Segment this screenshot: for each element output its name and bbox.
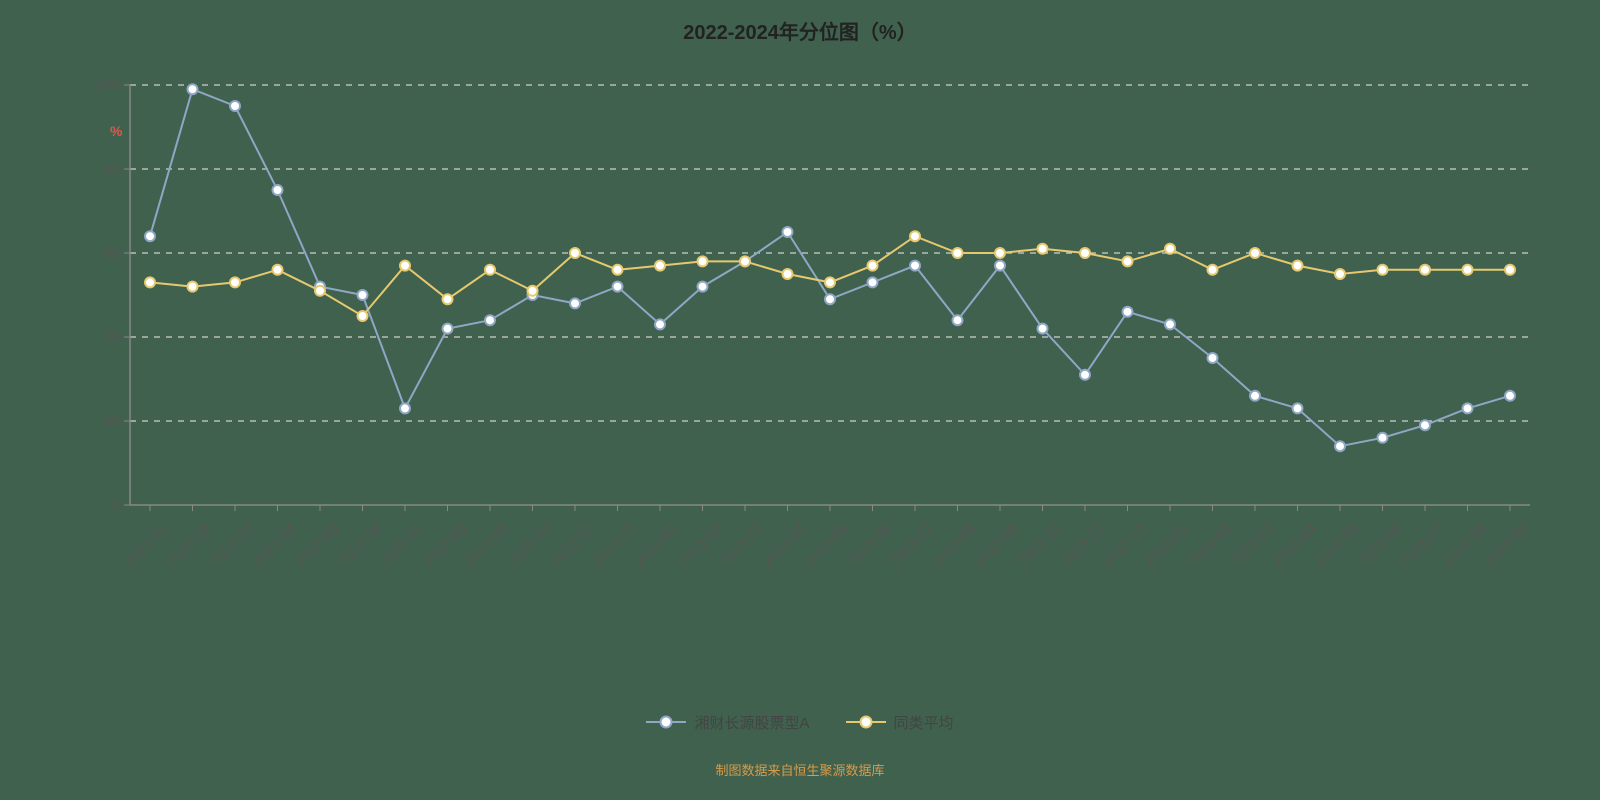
series-marker-1	[655, 261, 665, 271]
series-marker-1	[358, 311, 368, 321]
series-marker-1	[230, 277, 240, 287]
series-marker-0	[358, 290, 368, 300]
series-marker-1	[995, 248, 1005, 258]
series-marker-0	[400, 403, 410, 413]
series-marker-0	[1335, 441, 1345, 451]
y-axis-unit-symbol: %	[110, 123, 122, 139]
y-tick-label: 100	[80, 76, 120, 93]
series-marker-1	[1208, 265, 1218, 275]
series-marker-1	[1123, 256, 1133, 266]
legend-label: 湘财长源股票型A	[694, 712, 809, 733]
series-marker-1	[1293, 261, 1303, 271]
series-marker-1	[273, 265, 283, 275]
series-marker-1	[868, 261, 878, 271]
series-marker-1	[315, 286, 325, 296]
series-marker-1	[613, 265, 623, 275]
series-marker-0	[230, 101, 240, 111]
series-marker-0	[825, 294, 835, 304]
series-marker-1	[485, 265, 495, 275]
series-marker-0	[1038, 324, 1048, 334]
y-tick-label: 20	[80, 412, 120, 429]
series-marker-1	[1335, 269, 1345, 279]
series-marker-0	[698, 282, 708, 292]
series-marker-1	[825, 277, 835, 287]
series-marker-0	[145, 231, 155, 241]
legend: 湘财长源股票型A 同类平均	[0, 710, 1600, 733]
legend-item-1[interactable]: 同类平均	[846, 712, 954, 733]
series-marker-0	[1165, 319, 1175, 329]
series-marker-0	[1378, 433, 1388, 443]
y-tick-label: 0	[80, 496, 120, 513]
series-marker-1	[1250, 248, 1260, 258]
series-marker-1	[953, 248, 963, 258]
series-marker-0	[1293, 403, 1303, 413]
series-marker-1	[1378, 265, 1388, 275]
chart-svg	[130, 85, 1530, 505]
series-marker-0	[1123, 307, 1133, 317]
legend-label: 同类平均	[894, 712, 954, 733]
legend-line-icon	[646, 721, 686, 723]
series-marker-0	[443, 324, 453, 334]
series-marker-1	[1463, 265, 1473, 275]
series-marker-0	[273, 185, 283, 195]
chart-title: 2022-2024年分位图（%）	[0, 16, 1600, 45]
legend-item-0[interactable]: 湘财长源股票型A	[646, 712, 809, 733]
series-marker-1	[1080, 248, 1090, 258]
series-marker-0	[655, 319, 665, 329]
series-marker-0	[188, 84, 198, 94]
y-tick-label: 60	[80, 244, 120, 261]
series-marker-1	[1038, 244, 1048, 254]
series-marker-0	[783, 227, 793, 237]
series-marker-0	[1208, 353, 1218, 363]
series-marker-1	[570, 248, 580, 258]
series-marker-0	[1250, 391, 1260, 401]
series-marker-1	[783, 269, 793, 279]
series-marker-0	[1420, 420, 1430, 430]
series-marker-1	[698, 256, 708, 266]
series-marker-0	[570, 298, 580, 308]
series-marker-1	[188, 282, 198, 292]
x-axis-labels: 2022-012022-022022-032022-042022-052022-…	[130, 520, 1530, 640]
series-marker-1	[1505, 265, 1515, 275]
series-marker-0	[1463, 403, 1473, 413]
legend-marker-icon	[859, 716, 872, 729]
series-marker-0	[613, 282, 623, 292]
series-marker-1	[400, 261, 410, 271]
y-tick-label: 40	[80, 328, 120, 345]
series-marker-0	[910, 261, 920, 271]
series-marker-0	[1080, 370, 1090, 380]
series-marker-1	[443, 294, 453, 304]
series-marker-0	[868, 277, 878, 287]
chart-plot-area	[130, 85, 1530, 505]
y-tick-label: 80	[80, 160, 120, 177]
series-marker-1	[910, 231, 920, 241]
chart-container: 2022-2024年分位图（%） % 0 20 40 60 80 100 2022-012…	[0, 0, 1600, 800]
series-marker-1	[528, 286, 538, 296]
series-marker-1	[740, 256, 750, 266]
source-text: 制图数据来自恒生聚源数据库	[0, 760, 1600, 779]
legend-marker-icon	[660, 716, 673, 729]
series-marker-1	[1420, 265, 1430, 275]
series-marker-0	[953, 315, 963, 325]
series-marker-0	[1505, 391, 1515, 401]
series-marker-1	[1165, 244, 1175, 254]
series-marker-0	[485, 315, 495, 325]
legend-line-icon	[846, 721, 886, 723]
series-marker-1	[145, 277, 155, 287]
series-marker-0	[995, 261, 1005, 271]
